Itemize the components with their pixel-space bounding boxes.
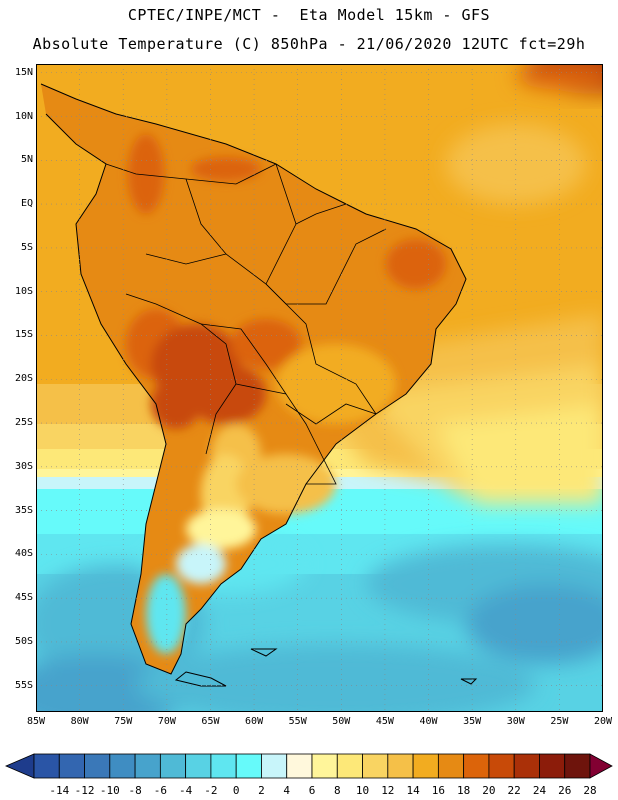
lat-label: EQ [20,198,33,210]
lon-label: 25W [550,716,569,727]
colorbar-tick-label: -4 [179,784,193,797]
colorbar-tick-label: 22 [507,784,521,797]
colorbar-tick-label: 0 [232,784,240,797]
lon-label: 20W [593,716,613,727]
colorbar-box [109,753,136,779]
lat-label: 45S [14,592,33,604]
colorbar-min-arrow [4,753,35,779]
colorbar-tick-label: -10 [99,784,120,797]
colorbar-box [539,753,566,779]
colorbar-box [311,753,338,779]
colorbar-tick-label: 20 [482,784,496,797]
colorbar-box [185,753,212,779]
colorbar-tick-label: 16 [431,784,445,797]
temperature-map [36,64,603,712]
colorbar-tick-label: 8 [333,784,341,797]
colorbar-tick-label: 24 [532,784,547,797]
lon-label: 40W [419,716,438,727]
colorbar-box [286,753,313,779]
colorbar-tick-label: 28 [583,784,597,797]
colorbar-box [387,753,414,779]
lat-label: 5S [20,241,33,253]
lat-label: 50S [14,635,33,647]
lat-label: 25S [14,417,33,429]
lon-label: 55W [288,716,307,727]
lat-label: 10S [14,285,33,297]
colorbar-tick-label: 2 [258,784,265,797]
colorbar-box [564,753,591,779]
coastlines [40,83,478,687]
lat-label: 30S [14,460,33,472]
lat-label: 5N [20,154,33,166]
colorbar-tick-label: 6 [308,784,316,797]
lat-label: 10N [14,110,33,122]
colorbar-box [437,753,465,779]
lat-label: 55S [14,679,33,691]
map-title-line-1: CPTEC/INPE/MCT - Eta Model 15km - GFS [127,6,491,24]
colorbar-tick-label: 12 [381,784,395,797]
land-anomalies [126,134,446,654]
map-frame [36,64,603,712]
lon-label: 45W [375,716,394,727]
colorbar-box [84,753,111,779]
country-borders [105,163,387,485]
lon-label: 35W [463,716,482,727]
lon-label: 60W [245,716,264,727]
colorbar-box [412,753,439,779]
colorbar-tick-label: 4 [283,784,291,797]
colorbar-box [336,753,363,779]
colorbar-box [210,753,237,779]
lon-label: 75W [114,716,133,727]
colorbar-box [463,753,490,779]
colorbar-box [33,753,60,779]
colorbar-tick-label: 10 [355,784,370,797]
colorbar-box [235,753,262,779]
lat-label: 35S [14,504,33,516]
lon-label: 80W [70,716,89,727]
colorbar-tick-label: -8 [128,784,142,797]
colorbar-tick-label: -12 [74,784,95,797]
lat-label: 20S [14,373,33,385]
temperature-field [36,64,603,712]
colorbar-box [58,753,85,779]
colorbar-box [159,753,187,779]
continent-field [41,84,466,674]
colorbar-tick-label: 14 [406,784,420,797]
lon-label: 65W [201,716,220,727]
colorbar-box [362,753,389,779]
colorbar-tick-label: 26 [558,784,572,797]
colorbar-box [134,753,161,779]
lat-label: 15N [14,66,33,78]
colorbar-box [488,753,515,779]
lat-label: 40S [14,548,33,560]
lon-label: 85W [26,716,46,727]
caribbean-hot-corner [516,64,603,94]
map-title-line-2: Absolute Temperature (C) 850hPa - 21/06/… [32,35,586,53]
temperature-colorbar [4,753,613,779]
colorbar-max-arrow [589,753,613,779]
colorbar-tick-label: 18 [457,784,471,797]
colorbar-tick-label: -6 [153,784,167,797]
lon-label: 50W [332,716,351,727]
colorbar-box [261,753,288,779]
lon-label: 30W [506,716,525,727]
lon-label: 70W [157,716,176,727]
graticule [36,64,603,712]
colorbar-tick-label: -2 [204,784,218,797]
colorbar-box [513,753,540,779]
lat-label: 15S [14,329,33,341]
colorbar-tick-label: -14 [49,784,70,797]
